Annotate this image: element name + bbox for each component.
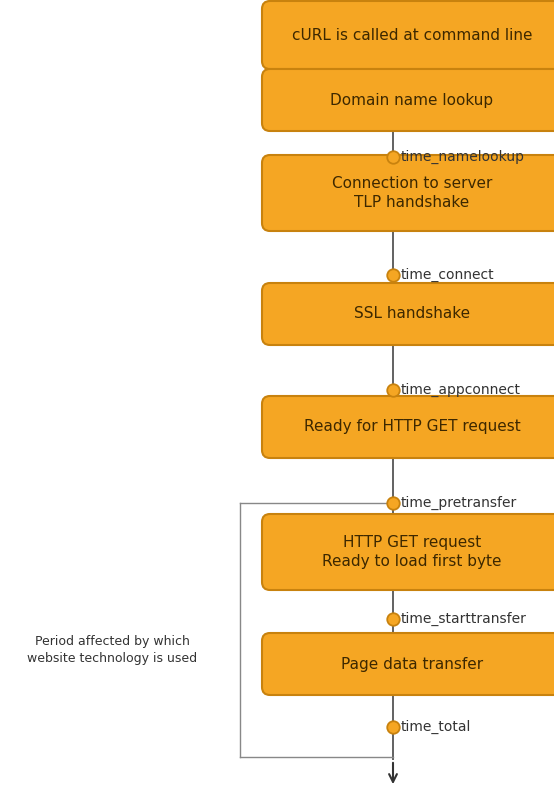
Text: HTTP GET request
Ready to load first byte: HTTP GET request Ready to load first byt… [322, 535, 502, 570]
Text: Period affected by which
website technology is used: Period affected by which website technol… [27, 635, 197, 665]
FancyBboxPatch shape [262, 283, 554, 345]
Text: time_total: time_total [401, 720, 471, 734]
Text: SSL handshake: SSL handshake [354, 307, 470, 321]
Text: Ready for HTTP GET request: Ready for HTTP GET request [304, 419, 520, 435]
Text: Connection to server
TLP handshake: Connection to server TLP handshake [332, 176, 492, 210]
Text: time_namelookup: time_namelookup [401, 150, 525, 164]
FancyBboxPatch shape [262, 633, 554, 695]
FancyBboxPatch shape [262, 1, 554, 69]
FancyBboxPatch shape [262, 514, 554, 590]
Text: Domain name lookup: Domain name lookup [330, 93, 494, 108]
Text: time_pretransfer: time_pretransfer [401, 496, 517, 510]
FancyBboxPatch shape [262, 69, 554, 131]
Text: time_appconnect: time_appconnect [401, 383, 521, 397]
Text: time_connect: time_connect [401, 268, 495, 282]
FancyBboxPatch shape [262, 155, 554, 231]
FancyBboxPatch shape [262, 396, 554, 458]
Text: cURL is called at command line: cURL is called at command line [292, 27, 532, 42]
Text: Page data transfer: Page data transfer [341, 657, 483, 671]
Text: time_starttransfer: time_starttransfer [401, 612, 527, 626]
